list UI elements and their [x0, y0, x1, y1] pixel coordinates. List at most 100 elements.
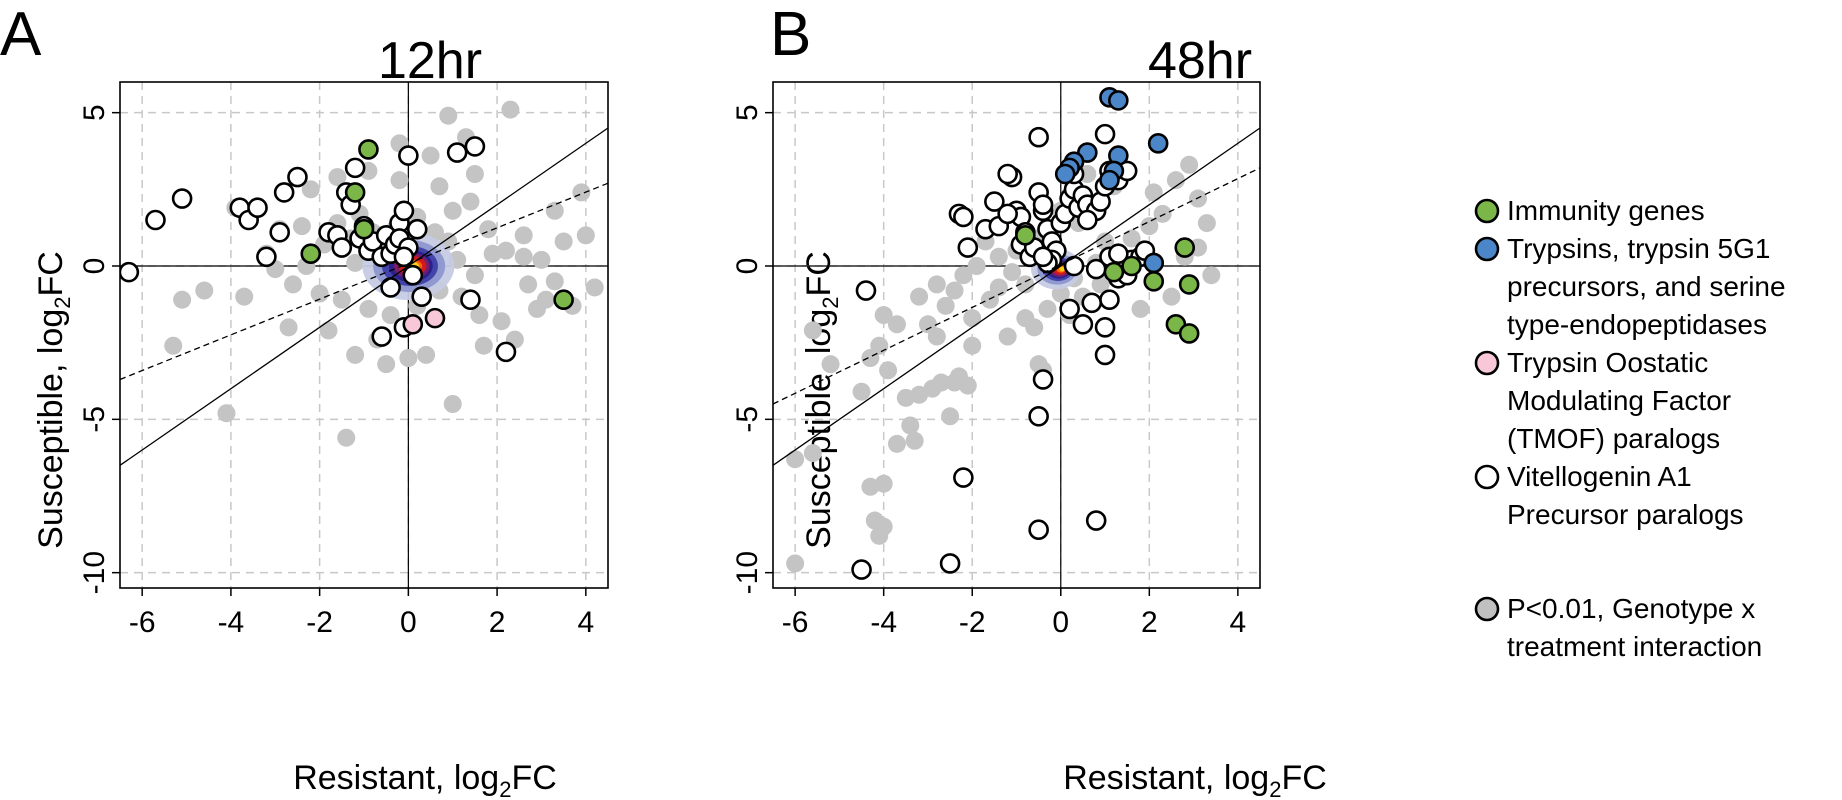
- point-vitellogenin: [398, 145, 419, 166]
- legend-marker-vitellogenin: [1474, 464, 1500, 490]
- panel-letter-a: A: [0, 0, 42, 69]
- point-vitellogenin: [984, 191, 1005, 212]
- x-tick-label: 0: [1052, 606, 1069, 639]
- point-immunity: [553, 289, 574, 311]
- point-vitellogenin: [957, 237, 979, 258]
- point-sig: [1122, 229, 1141, 248]
- point-trypsin: [1099, 169, 1120, 191]
- plot-frame: [772, 81, 1261, 589]
- point-sig: [821, 355, 840, 374]
- y-axis-title-a: Susceptible, log2FC: [32, 251, 75, 549]
- legend-label-trypsin: type-endopeptidases: [1507, 309, 1767, 340]
- panel-title-a: 12hr: [378, 32, 482, 90]
- point-sig: [1162, 287, 1181, 306]
- x-tick-label: 4: [1230, 606, 1247, 639]
- x-axis-title-b: Resistant, log2FC: [1063, 759, 1327, 800]
- point-sig: [786, 554, 805, 573]
- point-immunity: [1174, 237, 1196, 258]
- point-sig: [852, 382, 871, 401]
- point-sig: [963, 309, 982, 328]
- point-sig: [328, 168, 347, 187]
- point-trypsin: [1147, 133, 1169, 154]
- point-immunity: [300, 243, 322, 265]
- point-sig: [390, 171, 409, 190]
- point-sig: [443, 395, 462, 413]
- point-sig: [501, 100, 520, 119]
- point-sig: [967, 257, 986, 275]
- point-sig: [998, 327, 1017, 346]
- point-sig: [870, 526, 889, 545]
- legend-label-sig: treatment interaction: [1507, 631, 1762, 662]
- point-sig: [927, 327, 946, 346]
- point-sig: [874, 306, 893, 325]
- y-tick-label: 5: [731, 104, 764, 121]
- point-vitellogenin: [1059, 298, 1080, 320]
- point-vitellogenin: [953, 206, 974, 228]
- point-sig: [901, 416, 920, 435]
- panel-title-b: 48hr: [1148, 32, 1252, 90]
- point-sig: [879, 361, 898, 380]
- point-immunity: [1178, 274, 1200, 295]
- point-sig: [936, 296, 955, 315]
- panel-letter-b: B: [770, 0, 811, 69]
- point-sig: [217, 404, 236, 423]
- point-vitellogenin: [855, 280, 877, 301]
- point-sig: [235, 287, 254, 306]
- point-sig: [465, 165, 484, 183]
- point-vitellogenin: [1063, 255, 1085, 277]
- point-sig: [279, 318, 298, 337]
- point-immunity: [1015, 225, 1036, 246]
- point-sig: [399, 349, 418, 367]
- point-vitellogenin: [1081, 292, 1103, 314]
- x-tick-label: 0: [400, 606, 417, 639]
- point-immunity: [1178, 323, 1200, 344]
- point-sig: [292, 217, 311, 236]
- legend-marker-immunity: [1474, 198, 1500, 224]
- point-vitellogenin: [1028, 405, 1049, 427]
- point-sig: [301, 180, 320, 199]
- y-tick-label: -10: [78, 551, 111, 594]
- point-vitellogenin: [1028, 126, 1049, 148]
- point-vitellogenin: [247, 197, 268, 219]
- point-vitellogenin: [460, 289, 481, 311]
- point-immunity: [344, 182, 366, 203]
- point-sig: [786, 450, 805, 469]
- y-tick-label: -10: [731, 551, 764, 594]
- point-vitellogenin: [287, 166, 308, 188]
- fit-line-solid: [773, 127, 1260, 466]
- point-sig: [572, 183, 591, 202]
- point-sig: [443, 201, 462, 220]
- point-vitellogenin: [1032, 194, 1054, 215]
- point-vitellogenin: [371, 326, 393, 347]
- point-sig: [1096, 232, 1115, 251]
- x-tick-label: 2: [489, 606, 506, 639]
- point-vitellogenin: [1094, 344, 1116, 366]
- point-sig: [989, 278, 1008, 297]
- point-sig: [470, 306, 489, 325]
- point-sig: [284, 275, 303, 294]
- x-tick-label: 4: [577, 606, 594, 639]
- legend-marker-tmof: [1474, 350, 1500, 376]
- point-vitellogenin: [1032, 369, 1054, 390]
- point-vitellogenin: [273, 182, 295, 203]
- point-sig: [1140, 217, 1159, 236]
- fit-line-dashed: [120, 182, 608, 381]
- panel-a: A 12hr: [0, 0, 482, 90]
- point-vitellogenin: [953, 467, 974, 488]
- fit-line-dashed: [773, 167, 1260, 405]
- legend-label-tmof: (TMOF) paralogs: [1507, 423, 1720, 454]
- point-sig: [958, 376, 977, 395]
- x-tick-label: -6: [782, 606, 809, 639]
- point-sig: [1003, 263, 1022, 282]
- point-vitellogenin: [997, 203, 1018, 225]
- point-sig: [332, 290, 351, 309]
- point-sig: [346, 253, 365, 272]
- point-sig: [319, 321, 338, 340]
- point-vitellogenin: [1099, 289, 1120, 311]
- point-sig: [1016, 309, 1035, 328]
- point-immunity: [353, 218, 375, 240]
- point-sig: [474, 336, 493, 355]
- point-sig: [941, 407, 960, 426]
- point-sig: [545, 201, 564, 220]
